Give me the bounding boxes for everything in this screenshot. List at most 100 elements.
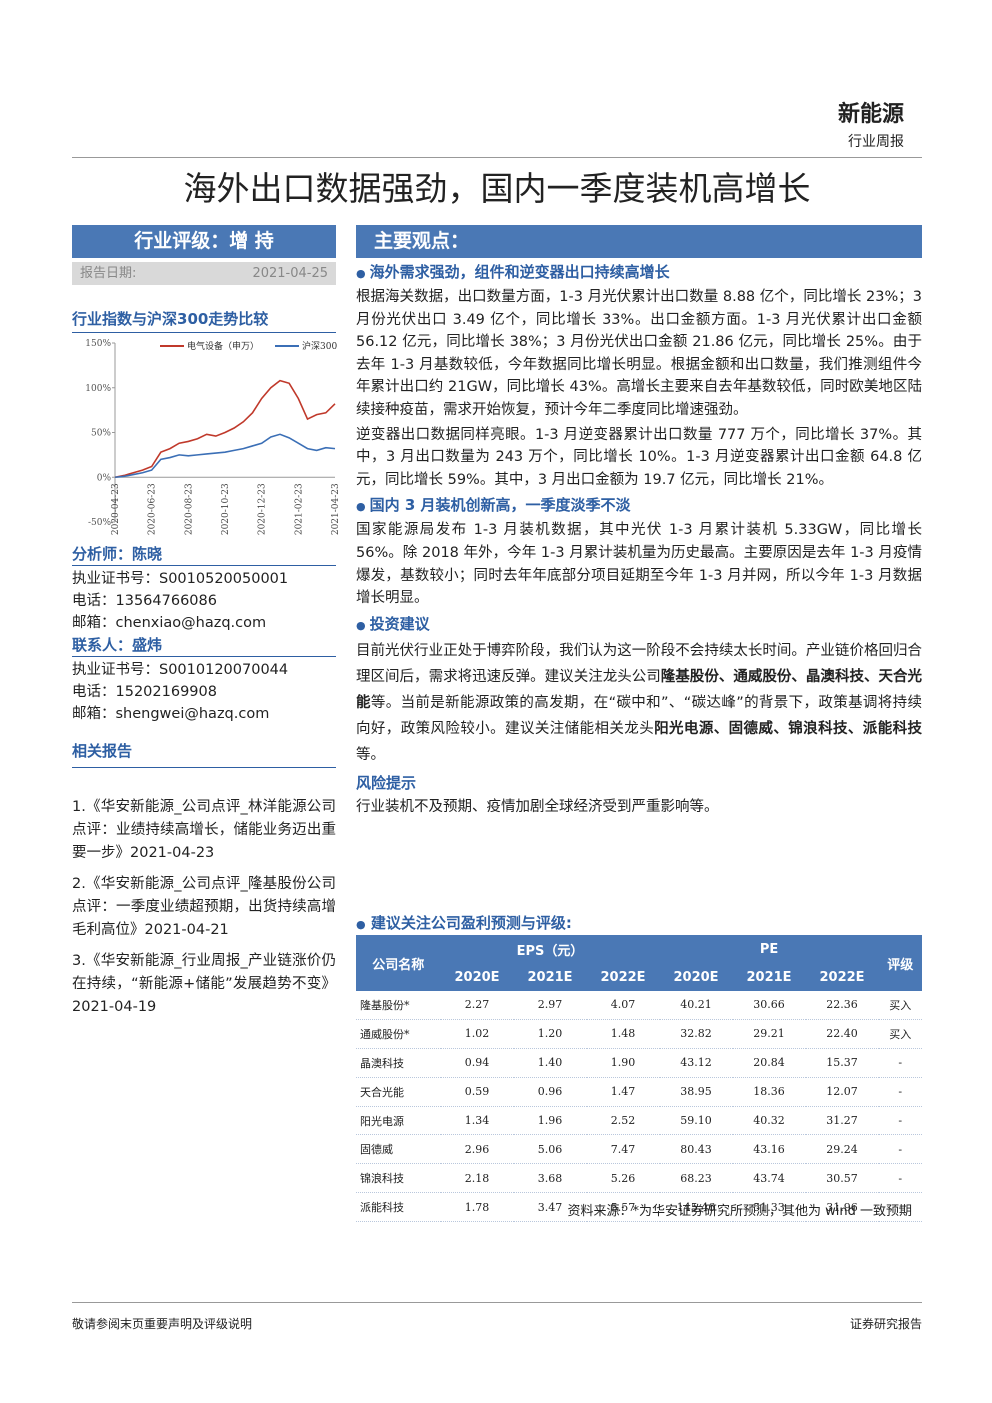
value-cell: 31.96 [805, 1192, 879, 1223]
value-cell: 2.96 [440, 1134, 514, 1165]
value-cell: 7.47 [586, 1134, 660, 1165]
text: 等。 [356, 746, 385, 763]
table-row: 天合光能 0.59 0.96 1.47 38.95 18.36 12.07- [356, 1077, 922, 1107]
company-cell: 阳光电源 [356, 1106, 441, 1136]
value-cell: - [878, 1077, 922, 1107]
y-tick-label: 0% [97, 473, 112, 483]
related-item: 2.《华安新能源_公司点评_隆基股份公司点评：一季度业绩超预期，出货持续高增毛利… [72, 876, 336, 938]
value-cell: 1.34 [440, 1106, 514, 1136]
value-cell: 20.84 [732, 1048, 806, 1078]
x-tick-label: 2020-06-23 [148, 483, 158, 535]
value-cell: 38.95 [659, 1077, 733, 1107]
chart-title: 行业指数与沪深300走势比较 [72, 308, 336, 333]
rating: 行业评级：增 持 [72, 225, 336, 258]
table-row: 固德威 2.96 5.06 7.47 80.43 43.16 29.24- [356, 1134, 922, 1165]
value-cell: 2.27 [440, 991, 514, 1020]
y-tick-label: -50% [88, 518, 111, 528]
contacts: 分析师：陈晓 执业证书号：S0010520050001 电话：13564766086… [72, 543, 336, 725]
value-cell: - [878, 1106, 922, 1136]
value-cell: - [878, 1192, 922, 1223]
company-cell: 派能科技 [356, 1192, 441, 1223]
bullet: ● [356, 618, 366, 632]
section-heading: ● 投资建议 [356, 612, 922, 638]
value-cell: 5.06 [513, 1134, 587, 1165]
main-title: 主要观点： [356, 225, 922, 258]
date-row: 报告日期: 2021-04-25 [72, 262, 336, 285]
contact-line: 执业证书号：S0010120070044 [72, 662, 289, 678]
value-cell: 30.66 [732, 991, 806, 1020]
related: 相关报告 1.《华安新能源_公司点评_林洋能源公司点评：业绩持续高增长，储能业务… [72, 740, 336, 1027]
paragraph: 目前光伏行业正处于博弈阶段，我们认为这一阶段不会持续太长时间。产业链价格回归合理… [356, 638, 922, 768]
th-year: 2021E [513, 963, 587, 991]
value-cell: 145.46 [659, 1192, 733, 1223]
table-row: 晶澳科技 0.94 1.40 1.90 43.12 20.84 15.37- [356, 1048, 922, 1078]
contact-line: 执业证书号：S0010520050001 [72, 571, 289, 587]
value-cell: 1.48 [586, 1019, 660, 1049]
value-cell: 31.27 [805, 1106, 879, 1136]
bullet: ● [356, 267, 366, 280]
x-tick-label: 2020-04-23 [111, 483, 121, 535]
value-cell: - [878, 1048, 922, 1078]
related-item: 1.《华安新能源_公司点评_林洋能源公司点评：业绩持续高增长，储能业务迈出重要一… [72, 799, 336, 861]
date-label: 报告日期: [80, 266, 137, 281]
section-heading: ● 国内 3 月装机创新高，一季度淡季不淡 [356, 493, 922, 519]
legend-label: 沪深300 [302, 340, 337, 352]
contact-role: 分析师：陈晓 [72, 543, 336, 566]
value-cell: 29.21 [732, 1019, 806, 1049]
value-cell: 1.47 [586, 1077, 660, 1107]
value-cell: 22.36 [805, 991, 879, 1020]
table: 公司名称 EPS（元） PE 评级 2020E 2021E 2022E 2020E 20… [356, 935, 922, 1223]
th-year: 2021E [732, 963, 806, 991]
th-year: 2020E [440, 963, 514, 991]
th-pe: PE [659, 935, 879, 963]
th-rating: 评级 [878, 935, 922, 991]
footer-rule [72, 1302, 922, 1303]
y-tick-label: 50% [91, 429, 111, 439]
date-value: 2021-04-25 [252, 266, 328, 281]
related-list: 1.《华安新能源_公司点评_林洋能源公司点评：业绩持续高增长，储能业务迈出重要一… [72, 796, 336, 1019]
risk-text: 行业装机不及预期、疫情加剧全球经济受到严重影响等。 [356, 798, 719, 815]
value-cell: 4.07 [586, 991, 660, 1020]
value-cell: 1.78 [440, 1192, 514, 1223]
bullet: ● [356, 500, 366, 514]
company-cell: 天合光能 [356, 1077, 441, 1107]
value-cell: 51.33 [732, 1192, 806, 1223]
value-cell: 1.90 [586, 1048, 660, 1078]
value-cell: 29.24 [805, 1134, 879, 1165]
value-cell: 30.57 [805, 1163, 879, 1194]
paragraph: 国家能源局发布 1-3 月装机数据，其中光伏 1-3 月累计装机 5.33GW，… [356, 522, 922, 607]
value-cell: - [878, 1163, 922, 1194]
contact-role: 联系人：盛炜 [72, 634, 336, 657]
value-cell: 80.43 [659, 1134, 733, 1165]
value-cell: 43.16 [732, 1134, 806, 1165]
section-heading-text: 投资建议 [369, 614, 430, 633]
footer-left: 敬请参阅末页重要声明及评级说明 [72, 1317, 253, 1331]
x-tick-label: 2021-04-23 [331, 483, 341, 535]
company-cell: 晶澳科技 [356, 1048, 441, 1078]
th-eps: EPS（元） [440, 935, 660, 963]
table-row: 派能科技 1.78 3.47 5.57 145.46 51.33 31.96- [356, 1192, 922, 1223]
risk-heading: 风险提示 [356, 773, 417, 792]
value-cell: 买入 [878, 991, 922, 1020]
x-tick-label: 2020-10-23 [221, 483, 231, 535]
value-cell: 1.20 [513, 1019, 587, 1049]
section-heading-text: 国内 3 月装机创新高，一季度淡季不淡 [369, 496, 631, 515]
bold-text: 阳光电源、固德威、锦浪科技、派能科技 [654, 720, 922, 737]
value-cell: 3.68 [513, 1163, 587, 1194]
value-cell: 1.96 [513, 1106, 587, 1136]
bold-text: 隆基股份、通威股份、晶澳科技、天合光能 [356, 668, 923, 711]
company-cell: 锦浪科技 [356, 1163, 441, 1194]
related-title: 相关报告 [72, 740, 336, 768]
value-cell: 40.32 [732, 1106, 806, 1136]
value-cell: 18.36 [732, 1077, 806, 1107]
value-cell: 0.94 [440, 1048, 514, 1078]
x-tick-label: 2020-12-23 [258, 483, 268, 535]
table-title: ● 建议关注公司盈利预测与评级: [356, 914, 572, 932]
related-item: 3.《华安新能源_行业周报_产业链涨价仍在持续，“新能源+储能”发展趋势不变》2… [72, 953, 336, 1015]
value-cell: 1.02 [440, 1019, 514, 1049]
contact-line: 电话：15202169908 [72, 684, 217, 700]
table-row: 隆基股份* 2.27 2.97 4.07 40.21 30.66 22.36 买入 [356, 991, 922, 1020]
value-cell: 40.21 [659, 991, 733, 1020]
value-cell: 15.37 [805, 1048, 879, 1078]
y-tick-label: 150% [85, 339, 111, 349]
